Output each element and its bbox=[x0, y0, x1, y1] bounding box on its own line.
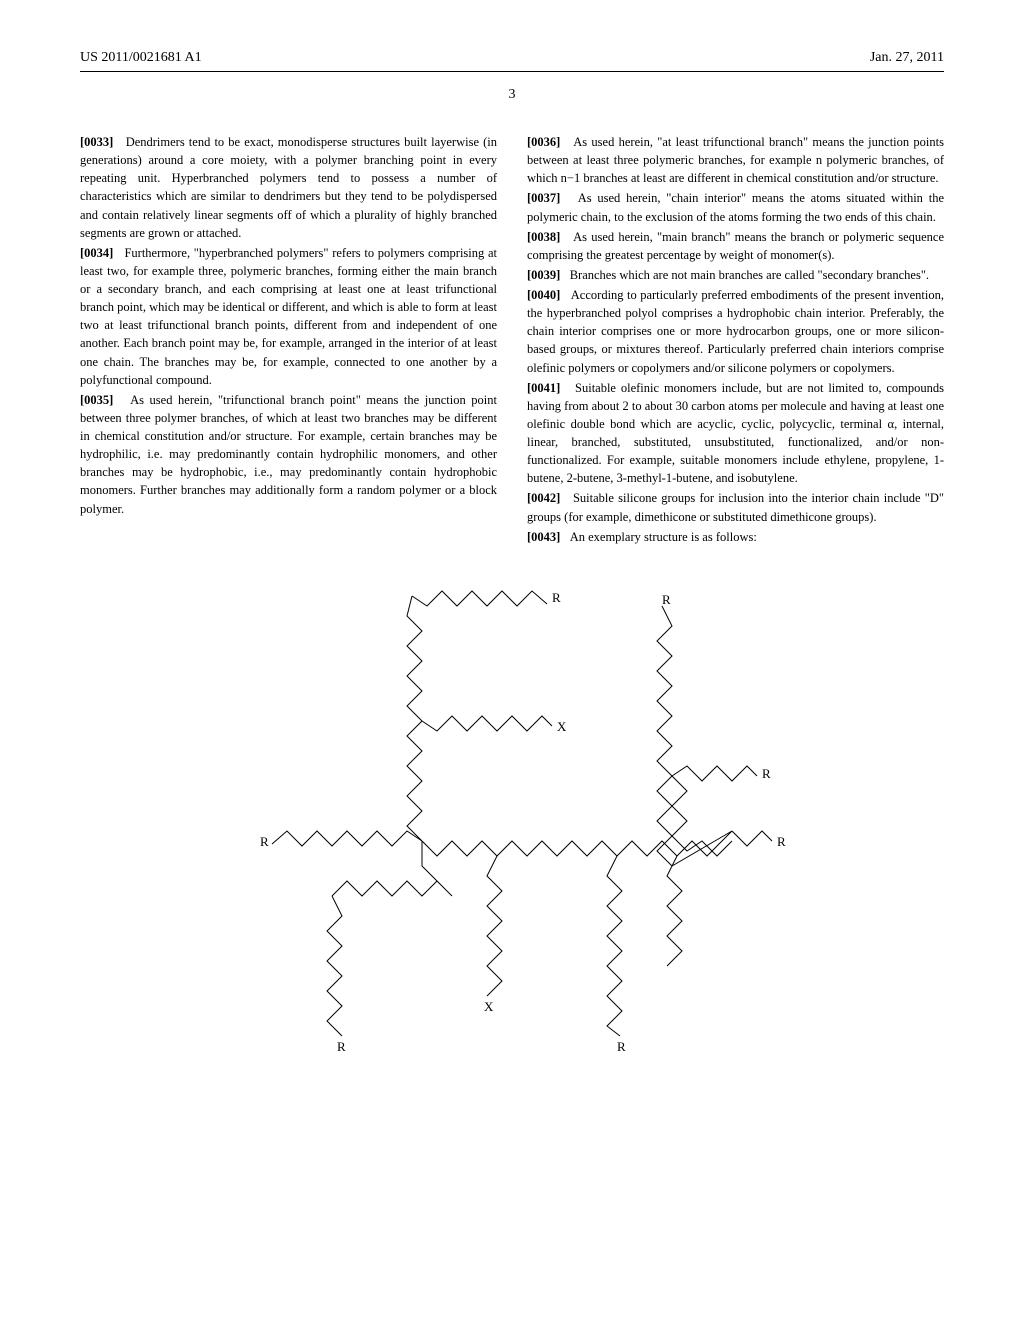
para-number: [0043] bbox=[527, 530, 560, 544]
paragraph: [0037] As used herein, "chain interior" … bbox=[527, 189, 944, 225]
header: US 2011/0021681 A1 Jan. 27, 2011 bbox=[80, 50, 944, 66]
molecule-label: R bbox=[552, 590, 561, 605]
para-number: [0038] bbox=[527, 230, 560, 244]
molecule-structure: R R R R R R R X X bbox=[80, 576, 944, 1081]
header-divider bbox=[80, 71, 944, 72]
publication-number: US 2011/0021681 A1 bbox=[80, 50, 202, 66]
para-text: According to particularly preferred embo… bbox=[527, 288, 944, 375]
para-text: An exemplary structure is as follows: bbox=[570, 530, 757, 544]
para-number: [0036] bbox=[527, 135, 560, 149]
molecule-label: R bbox=[337, 1039, 346, 1054]
para-text: Suitable silicone groups for inclusion i… bbox=[527, 491, 944, 523]
paragraph: [0038] As used herein, "main branch" mea… bbox=[527, 228, 944, 264]
para-number: [0033] bbox=[80, 135, 113, 149]
para-text: As used herein, "chain interior" means t… bbox=[527, 191, 944, 223]
molecule-label: X bbox=[484, 999, 494, 1014]
para-text: Dendrimers tend to be exact, monodispers… bbox=[80, 135, 497, 240]
para-number: [0039] bbox=[527, 268, 560, 282]
publication-date: Jan. 27, 2011 bbox=[870, 50, 944, 66]
para-text: Furthermore, "hyperbranched polymers" re… bbox=[80, 246, 497, 387]
para-number: [0034] bbox=[80, 246, 113, 260]
para-number: [0040] bbox=[527, 288, 560, 302]
paragraph: [0039] Branches which are not main branc… bbox=[527, 266, 944, 284]
paragraph: [0035] As used herein, "trifunctional br… bbox=[80, 391, 497, 518]
molecule-label: R bbox=[662, 592, 671, 607]
para-text: Suitable olefinic monomers include, but … bbox=[527, 381, 944, 486]
body-text: [0033] Dendrimers tend to be exact, mono… bbox=[80, 133, 944, 546]
para-text: As used herein, "trifunctional branch po… bbox=[80, 393, 497, 516]
para-number: [0035] bbox=[80, 393, 113, 407]
paragraph: [0034] Furthermore, "hyperbranched polym… bbox=[80, 244, 497, 389]
para-number: [0037] bbox=[527, 191, 560, 205]
molecule-label: R bbox=[762, 766, 771, 781]
paragraph: [0040] According to particularly preferr… bbox=[527, 286, 944, 377]
molecule-label: X bbox=[557, 719, 567, 734]
molecule-label: R bbox=[777, 834, 786, 849]
para-text: As used herein, "main branch" means the … bbox=[527, 230, 944, 262]
page-number: 3 bbox=[80, 87, 944, 103]
molecule-label: R bbox=[260, 834, 269, 849]
molecule-diagram: R R R R R R R X X bbox=[212, 576, 812, 1076]
paragraph: [0043] An exemplary structure is as foll… bbox=[527, 528, 944, 546]
paragraph: [0041] Suitable olefinic monomers includ… bbox=[527, 379, 944, 488]
para-text: As used herein, "at least trifunctional … bbox=[527, 135, 944, 185]
paragraph: [0033] Dendrimers tend to be exact, mono… bbox=[80, 133, 497, 242]
para-number: [0041] bbox=[527, 381, 560, 395]
para-number: [0042] bbox=[527, 491, 560, 505]
paragraph: [0036] As used herein, "at least trifunc… bbox=[527, 133, 944, 187]
molecule-label: R bbox=[617, 1039, 626, 1054]
paragraph: [0042] Suitable silicone groups for incl… bbox=[527, 489, 944, 525]
para-text: Branches which are not main branches are… bbox=[570, 268, 929, 282]
